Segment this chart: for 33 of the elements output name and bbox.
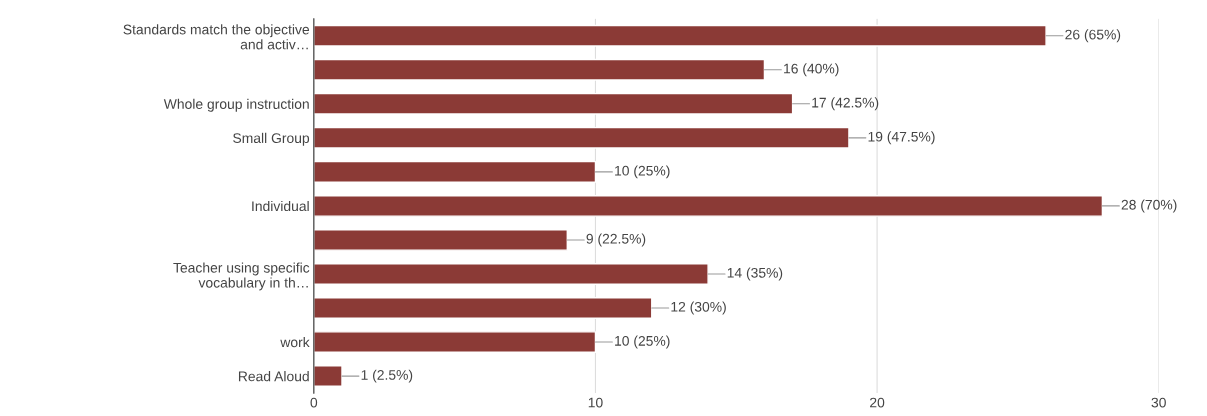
y-tick-label: Whole group instruction xyxy=(163,98,309,112)
bar xyxy=(313,195,1104,217)
data-label: 28 (70%) xyxy=(1121,199,1177,213)
bar xyxy=(313,126,850,149)
data-label: 14 (35%) xyxy=(727,267,783,281)
y-tick-label: Read Aloud xyxy=(238,371,309,382)
bar xyxy=(313,365,343,388)
x-tick-label: 30 xyxy=(1151,397,1166,408)
bar xyxy=(313,263,709,285)
data-label: 12 (30%) xyxy=(671,301,726,315)
y-tick-label: Teacher using specific vocabulary in th… xyxy=(173,262,310,291)
x-tick-label: 10 xyxy=(588,397,603,408)
bar xyxy=(313,58,766,81)
data-label: 17 (42.5%) xyxy=(812,97,879,111)
x-tick-label: 20 xyxy=(870,397,885,408)
data-label: 16 (40%) xyxy=(784,63,839,77)
y-tick-label: Small Group xyxy=(233,132,310,146)
data-label: 1 (2.5%) xyxy=(361,369,413,383)
data-label: 26 (65%) xyxy=(1065,29,1121,43)
x-tick-label: 0 xyxy=(310,397,318,408)
y-tick-label: work xyxy=(280,337,310,348)
bar xyxy=(313,160,597,183)
bar xyxy=(313,331,597,353)
bar xyxy=(313,92,794,115)
data-label: 10 (25%) xyxy=(615,335,670,349)
bar xyxy=(313,297,653,319)
data-label: 9 (22.5%) xyxy=(586,233,646,247)
bar xyxy=(313,24,1047,47)
data-label: 10 (25%) xyxy=(615,165,670,179)
y-tick-label: Individual xyxy=(252,200,309,212)
bar xyxy=(313,229,568,251)
y-tick-label: Standards match the objective and activ… xyxy=(123,24,310,50)
data-label: 19 (47.5%) xyxy=(868,131,935,145)
